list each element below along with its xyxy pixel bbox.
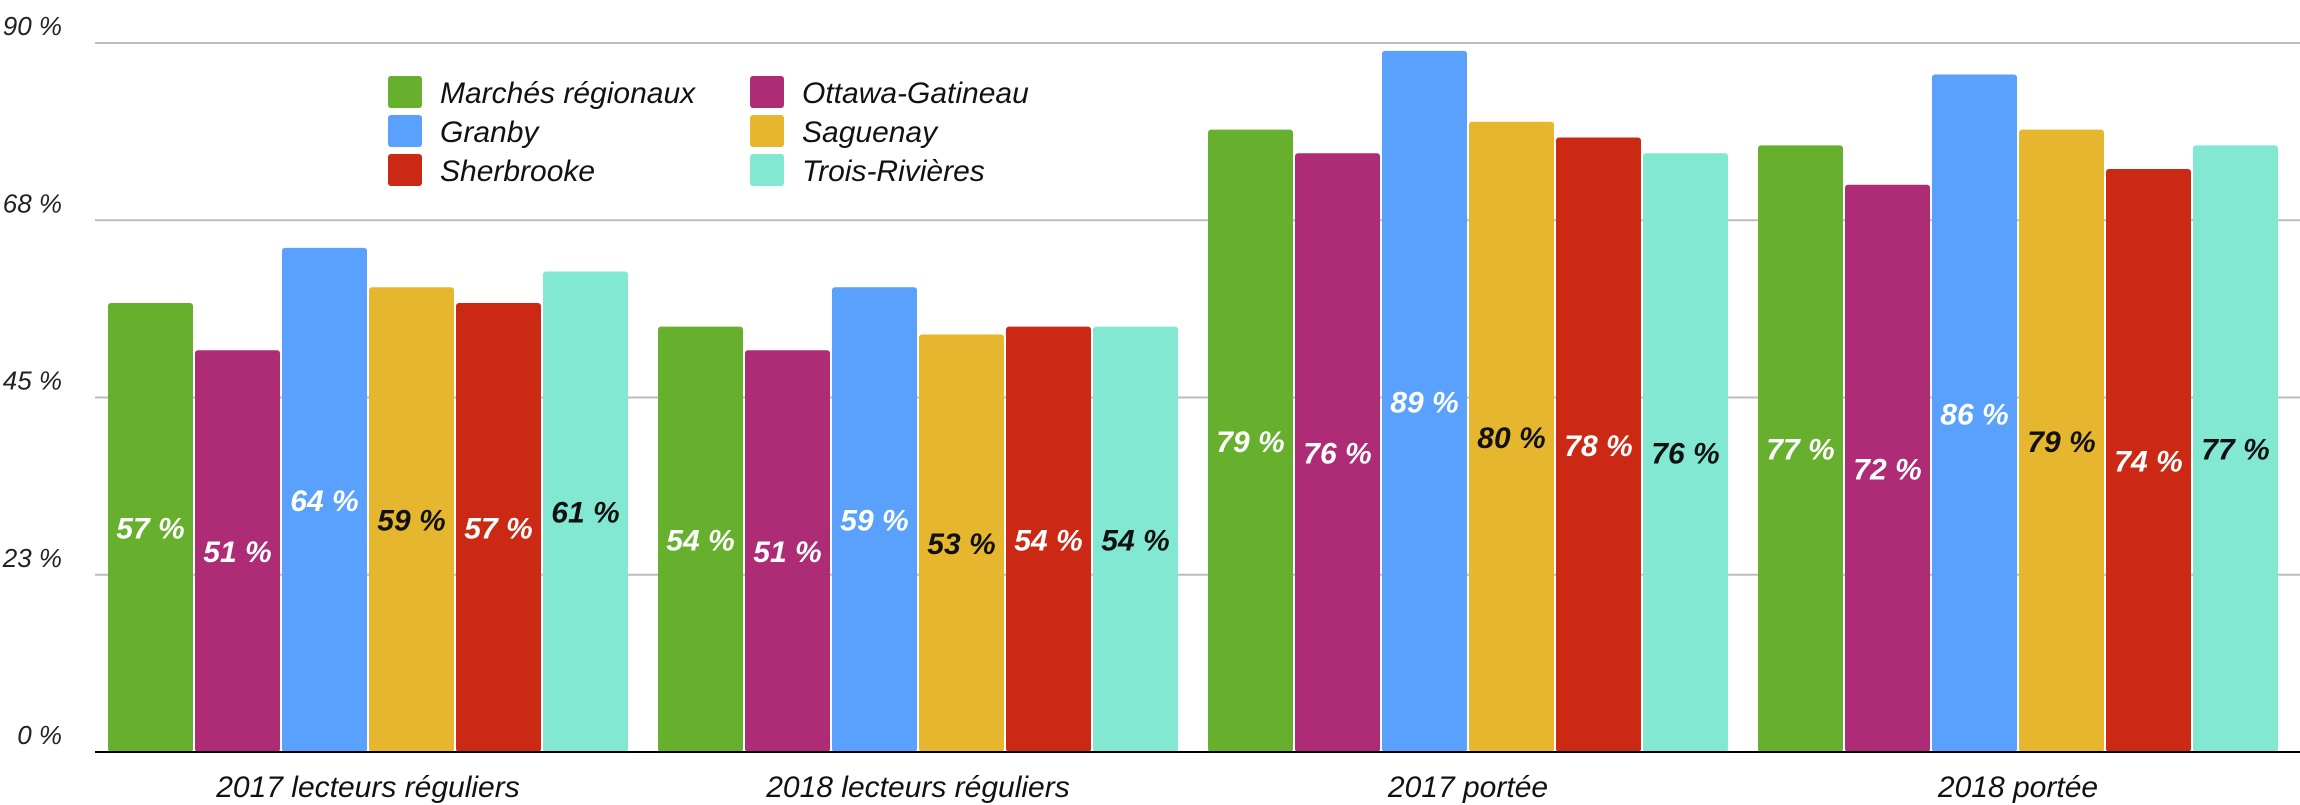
- data-label: 59 %: [377, 505, 445, 538]
- x-category-label: 2018 lecteurs réguliers: [765, 771, 1070, 804]
- legend-swatch: [388, 115, 422, 147]
- legend-swatch: [750, 115, 784, 147]
- data-label: 74 %: [2114, 446, 2182, 479]
- data-label: 80 %: [1477, 422, 1545, 455]
- x-category-label: 2018 portée: [1937, 771, 2098, 804]
- legend-label: Granby: [440, 116, 540, 149]
- legend-label: Sherbrooke: [440, 155, 595, 188]
- data-label: 77 %: [1766, 434, 1834, 467]
- data-label: 54 %: [666, 524, 734, 557]
- legend-swatch: [750, 154, 784, 186]
- data-label: 79 %: [2027, 426, 2095, 459]
- legend-label: Ottawa-Gatineau: [802, 77, 1029, 110]
- data-label: 54 %: [1101, 524, 1169, 557]
- data-label: 51 %: [753, 536, 821, 569]
- legend-swatch: [388, 154, 422, 186]
- legend-swatch: [388, 76, 422, 108]
- data-label: 78 %: [1564, 430, 1632, 463]
- data-label: 76 %: [1651, 438, 1719, 471]
- legend-item: Marchés régionaux: [388, 76, 696, 110]
- data-label: 57 %: [464, 512, 532, 545]
- y-tick-label: 23 %: [2, 543, 62, 573]
- legend-item: Saguenay: [750, 115, 939, 149]
- y-tick-label: 68 %: [3, 188, 62, 218]
- legend-item: Sherbrooke: [388, 154, 595, 188]
- data-label: 77 %: [2201, 434, 2269, 467]
- data-label: 64 %: [290, 485, 358, 518]
- legend-label: Marchés régionaux: [440, 77, 696, 110]
- x-category-label: 2017 lecteurs réguliers: [215, 771, 520, 804]
- data-label: 57 %: [116, 512, 184, 545]
- legend-swatch: [750, 76, 784, 108]
- legend-item: Trois-Rivières: [750, 154, 985, 188]
- data-label: 54 %: [1014, 524, 1082, 557]
- data-label: 86 %: [1940, 398, 2008, 431]
- legend-label: Trois-Rivières: [802, 155, 985, 188]
- x-axis-categories: 2017 lecteurs réguliers 2018 lecteurs rég…: [215, 771, 2098, 804]
- legend: Marchés régionaux Ottawa-Gatineau Granby Sa…: [388, 76, 1029, 188]
- x-category-label: 2017 portée: [1387, 771, 1548, 804]
- legend-item: Granby: [388, 115, 540, 149]
- data-label: 51 %: [203, 536, 271, 569]
- data-label: 59 %: [840, 505, 908, 538]
- y-tick-label: 45 %: [3, 366, 62, 396]
- data-label: 72 %: [1853, 453, 1921, 486]
- y-tick-label: 0 %: [17, 720, 62, 750]
- y-tick-label: 90 %: [3, 11, 62, 41]
- data-label: 89 %: [1390, 386, 1458, 419]
- legend-label: Saguenay: [802, 116, 939, 149]
- data-label: 76 %: [1303, 438, 1371, 471]
- data-label: 53 %: [927, 528, 995, 561]
- legend-item: Ottawa-Gatineau: [750, 76, 1029, 110]
- data-label: 79 %: [1216, 426, 1284, 459]
- y-axis-ticks: 0 % 23 % 45 % 68 % 90 %: [2, 11, 62, 750]
- data-label: 61 %: [551, 497, 619, 530]
